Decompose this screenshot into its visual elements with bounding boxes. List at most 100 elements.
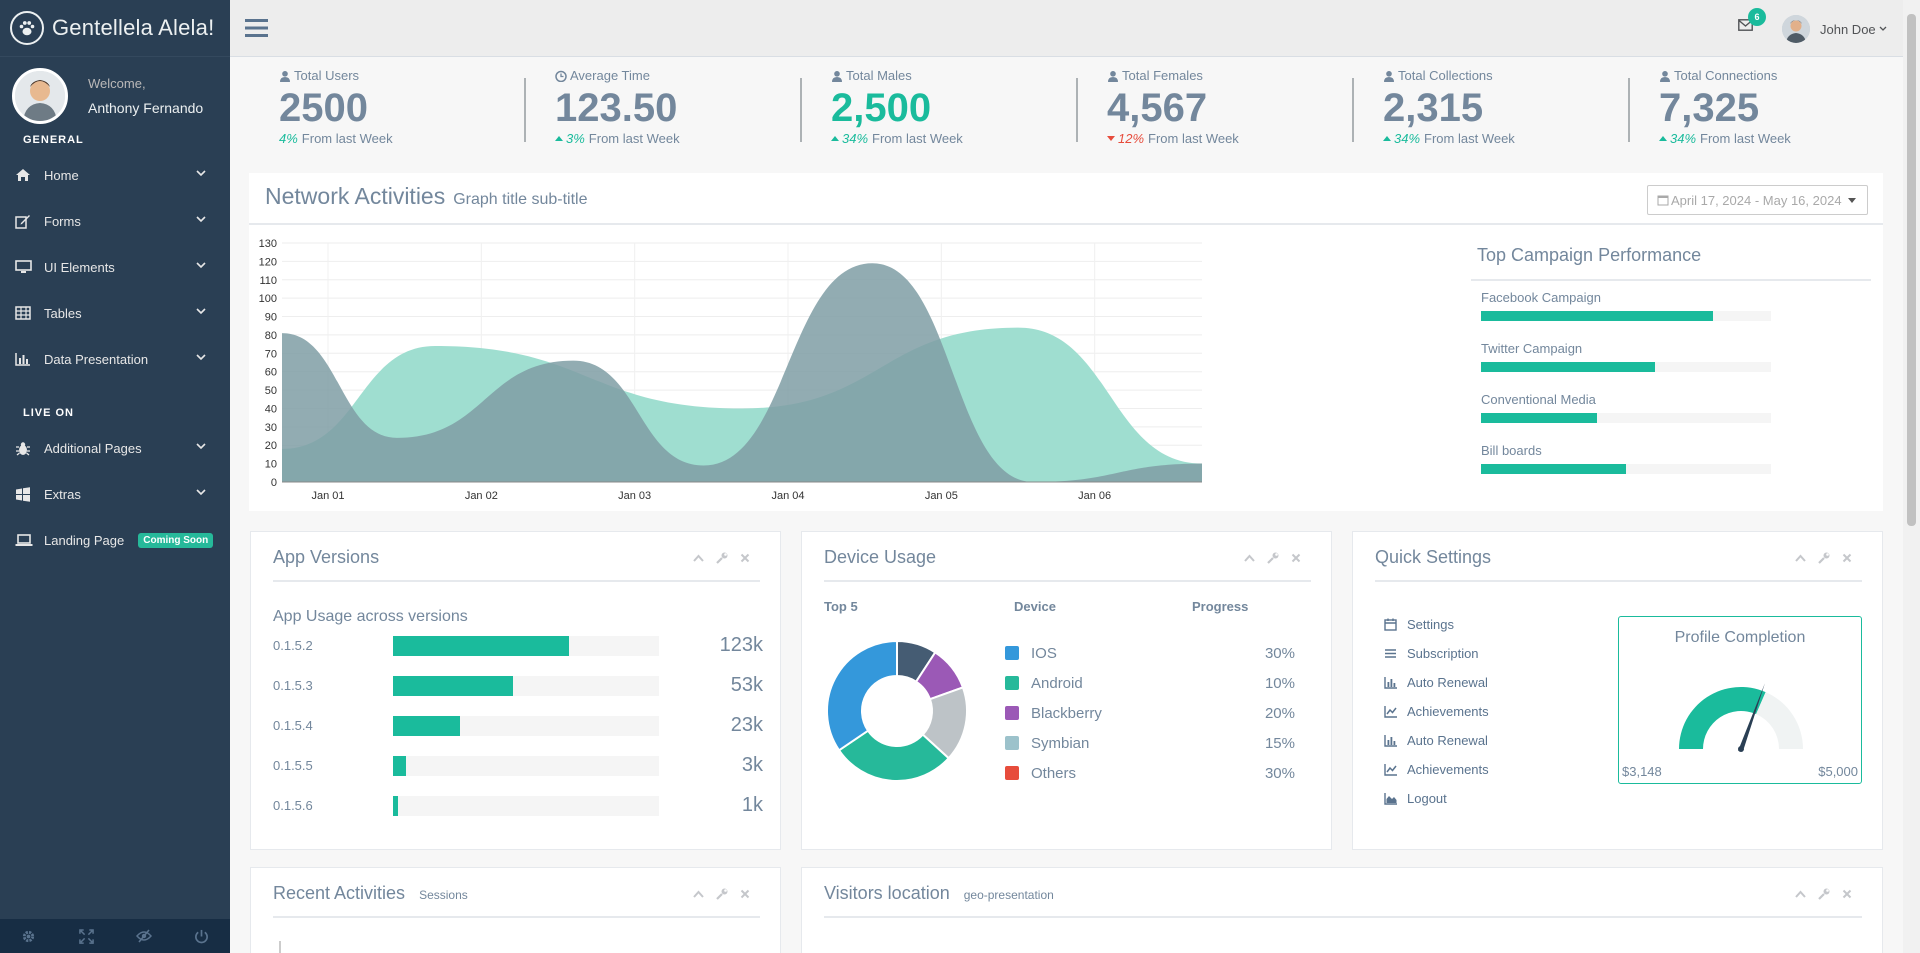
sidebar-item-landing-page[interactable]: Landing Page Coming Soon xyxy=(0,517,230,563)
app-versions-subtitle: App Usage across versions xyxy=(273,608,468,625)
campaign-label: Twitter Campaign xyxy=(1481,341,1583,356)
quick-setting-logout[interactable]: Logout xyxy=(1384,784,1489,813)
tile-label-text: Total Connections xyxy=(1674,68,1778,83)
visitors-title: Visitors location xyxy=(824,883,950,903)
user-icon xyxy=(1384,70,1394,82)
lock-button[interactable] xyxy=(115,919,173,953)
tile-separator xyxy=(524,78,526,142)
quick-setting-settings[interactable]: Settings xyxy=(1384,610,1489,639)
campaign-item: Bill boards xyxy=(1481,443,1771,474)
section-live-on: LIVE ON xyxy=(23,407,75,419)
campaign-item: Facebook Campaign xyxy=(1481,290,1771,321)
wrench-icon[interactable] xyxy=(716,888,728,900)
wrench-icon[interactable] xyxy=(716,552,728,564)
home-icon xyxy=(15,168,37,182)
stat-tile: Total Males 2,500 34% From last Week xyxy=(791,62,1066,157)
version-progress-bar xyxy=(393,636,659,656)
date-range-text: April 17, 2024 - May 16, 2024 xyxy=(1671,192,1842,208)
x-tick-label: Jan 04 xyxy=(771,490,804,502)
tile-separator xyxy=(1352,78,1354,142)
quick-setting-label: Achievements xyxy=(1407,704,1489,719)
sidebar-item-label: Landing Page xyxy=(44,532,125,548)
device-color-square xyxy=(1005,646,1019,660)
close-icon[interactable] xyxy=(1291,553,1301,563)
desktop-icon xyxy=(15,260,37,274)
wrench-icon[interactable] xyxy=(1267,552,1279,564)
quick-setting-achievements[interactable]: Achievements xyxy=(1384,755,1489,784)
version-row: 0.1.5.3 53k xyxy=(273,674,763,698)
panel-title: Network Activities Graph title sub-title xyxy=(265,183,588,210)
chevron-down-icon xyxy=(196,216,206,223)
y-tick-label: 0 xyxy=(271,477,277,489)
user-menu-button[interactable]: John Doe xyxy=(1782,15,1887,43)
chevron-up-icon[interactable] xyxy=(693,890,704,898)
panel-toolbox xyxy=(693,888,750,900)
sidebar-item-ui-elements[interactable]: UI Elements xyxy=(0,244,230,290)
quick-setting-subscription[interactable]: Subscription xyxy=(1384,639,1489,668)
area-chart-icon xyxy=(1384,793,1397,805)
bar-chart-icon xyxy=(15,352,37,366)
brand[interactable]: Gentellela Alela! xyxy=(0,0,230,57)
fullscreen-button[interactable] xyxy=(58,919,116,953)
campaign-progress-bar xyxy=(1481,464,1771,474)
sidebar-item-home[interactable]: Home xyxy=(0,152,230,198)
quick-setting-label: Subscription xyxy=(1407,646,1479,661)
close-icon[interactable] xyxy=(1842,889,1852,899)
quick-setting-auto-renewal[interactable]: Auto Renewal xyxy=(1384,726,1489,755)
campaign-item: Conventional Media xyxy=(1481,392,1771,423)
world-map xyxy=(1162,938,1662,953)
close-icon[interactable] xyxy=(740,889,750,899)
windows-icon xyxy=(15,486,37,502)
chevron-up-icon[interactable] xyxy=(1795,554,1806,562)
stats-tiles: Total Users 2500 4% From last Week Average T… xyxy=(250,62,1890,157)
y-tick-label: 110 xyxy=(259,275,277,287)
quick-setting-achievements[interactable]: Achievements xyxy=(1384,697,1489,726)
version-label: 0.1.5.3 xyxy=(273,678,313,693)
chevron-up-icon[interactable] xyxy=(1795,890,1806,898)
close-icon[interactable] xyxy=(740,553,750,563)
sidebar-item-forms[interactable]: Forms xyxy=(0,198,230,244)
logout-button[interactable] xyxy=(173,919,231,953)
device-percent: 30% xyxy=(1264,764,1295,782)
device-name: Others xyxy=(1031,764,1077,782)
settings-button[interactable] xyxy=(0,919,58,953)
sidebar-item-tables[interactable]: Tables xyxy=(0,290,230,336)
menu-toggle-button[interactable] xyxy=(245,18,268,41)
gear-icon xyxy=(23,930,35,942)
sidebar-item-data-presentation[interactable]: Data Presentation xyxy=(0,336,230,382)
tile-suffix: From last Week xyxy=(588,131,680,146)
y-tick-label: 100 xyxy=(259,293,277,305)
scrollbar-thumb[interactable] xyxy=(1907,14,1916,526)
version-label: 0.1.5.6 xyxy=(273,798,313,813)
tile-label-text: Total Males xyxy=(846,68,912,83)
profile-avatar xyxy=(12,68,68,124)
calendar-icon xyxy=(1384,618,1397,631)
sidebar-item-additional-pages[interactable]: Additional Pages xyxy=(0,425,230,471)
close-icon[interactable] xyxy=(1842,553,1852,563)
y-tick-label: 90 xyxy=(265,312,277,324)
donut-slice xyxy=(837,729,951,782)
quick-setting-label: Auto Renewal xyxy=(1407,675,1488,690)
user-name: John Doe xyxy=(1820,21,1876,37)
quick-setting-auto-renewal[interactable]: Auto Renewal xyxy=(1384,668,1489,697)
stat-tile: Total Females 4,567 12% From last Week xyxy=(1067,62,1342,157)
y-tick-label: 30 xyxy=(265,422,277,434)
bar-chart-icon xyxy=(1384,677,1397,689)
chevron-up-icon[interactable] xyxy=(1244,554,1255,562)
device-row: Others 30% xyxy=(1005,763,1295,783)
fullscreen-icon xyxy=(78,928,94,944)
tile-pct: 12% xyxy=(1118,131,1145,146)
sidebar-item-extras[interactable]: Extras xyxy=(0,471,230,517)
campaign-progress-bar xyxy=(1481,413,1771,423)
wrench-icon[interactable] xyxy=(1818,888,1830,900)
vertical-scrollbar[interactable] xyxy=(1903,0,1920,953)
date-range-picker[interactable]: April 17, 2024 - May 16, 2024 xyxy=(1647,185,1868,215)
tile-count: 4,567 xyxy=(1107,86,1208,130)
x-tick-label: Jan 02 xyxy=(465,490,498,502)
panel-divider xyxy=(1375,580,1862,582)
gauge-fill xyxy=(1679,687,1766,749)
caret-up-icon xyxy=(555,136,563,141)
chevron-up-icon[interactable] xyxy=(693,554,704,562)
top5-header: Top 5 xyxy=(824,599,858,614)
wrench-icon[interactable] xyxy=(1818,552,1830,564)
